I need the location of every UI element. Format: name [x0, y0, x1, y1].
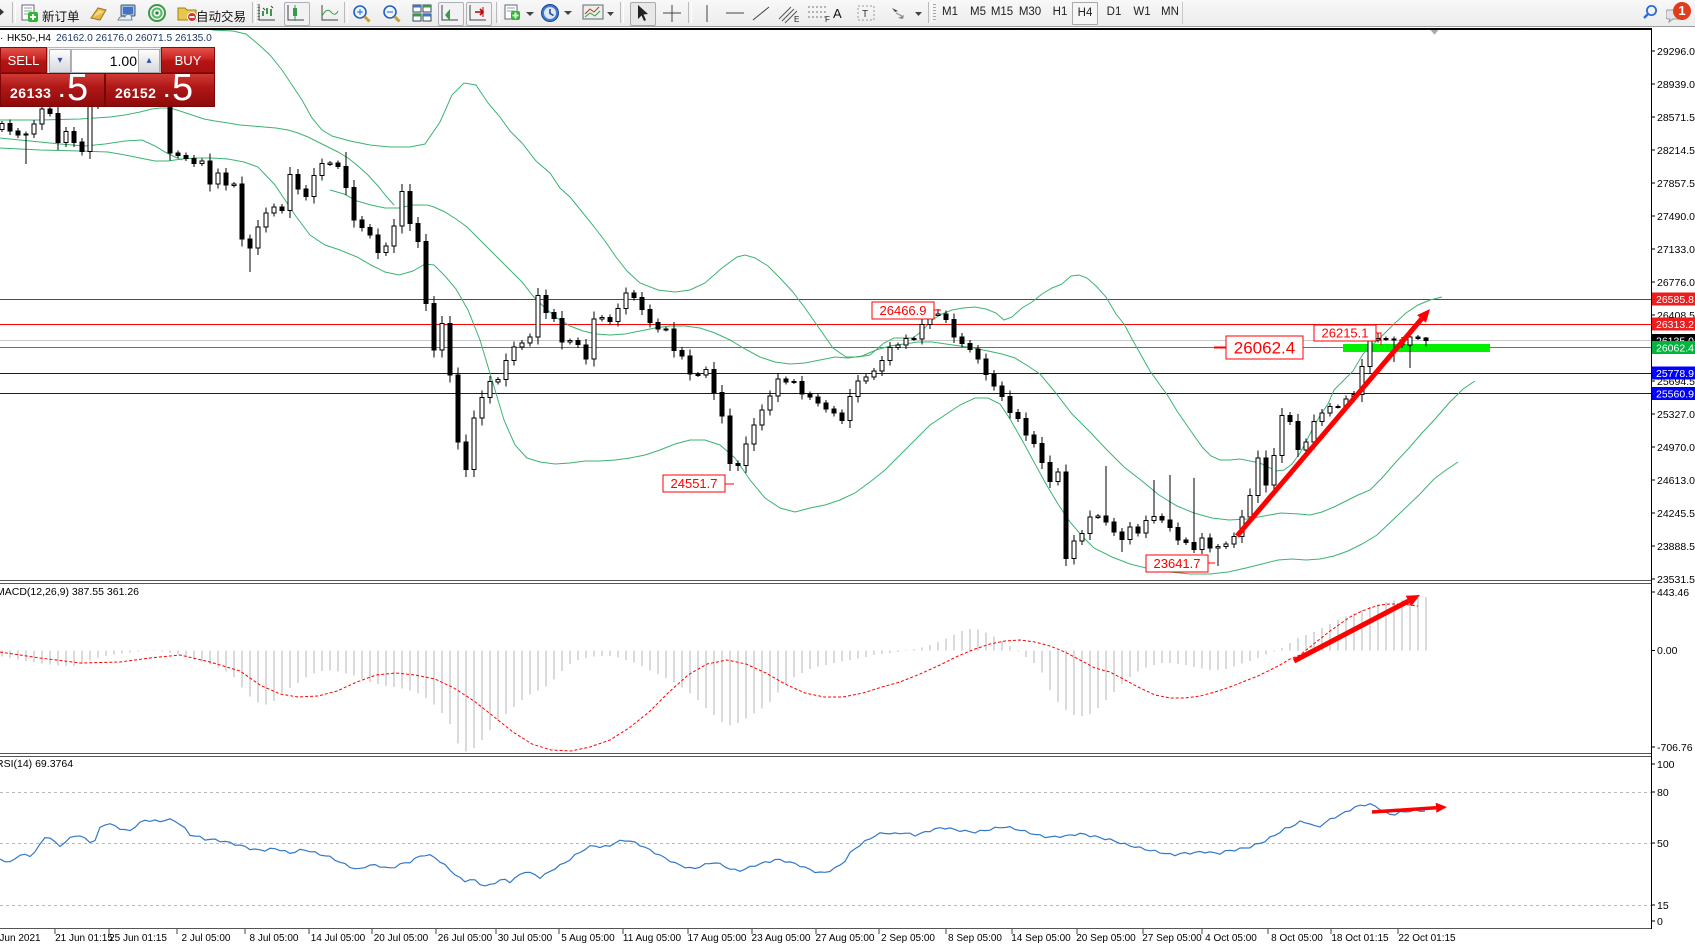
svg-text:23 Aug 05:00: 23 Aug 05:00 [752, 933, 811, 944]
svg-text:25560.9: 25560.9 [1656, 388, 1694, 400]
svg-text:20 Jul 05:00: 20 Jul 05:00 [374, 933, 429, 944]
svg-text:23531.5: 23531.5 [1657, 574, 1695, 586]
svg-text:T: T [862, 9, 868, 20]
svg-text:100: 100 [1657, 759, 1675, 771]
svg-text:27133.0: 27133.0 [1657, 244, 1695, 256]
svg-text:2 Sep 05:00: 2 Sep 05:00 [881, 933, 935, 944]
svg-text:26062.4: 26062.4 [1656, 342, 1694, 354]
svg-text:27490.0: 27490.0 [1657, 211, 1695, 223]
svg-text:28214.5: 28214.5 [1657, 145, 1695, 157]
svg-text:Jun 2021: Jun 2021 [0, 933, 41, 944]
svg-text:24245.5: 24245.5 [1657, 508, 1695, 520]
svg-text:15: 15 [1657, 900, 1669, 912]
svg-text:14 Sep 05:00: 14 Sep 05:00 [1011, 933, 1071, 944]
svg-text:21 Jun 01:15: 21 Jun 01:15 [55, 933, 113, 944]
svg-text:23888.5: 23888.5 [1657, 541, 1695, 553]
svg-text:26466.9: 26466.9 [880, 303, 927, 318]
svg-text:2 Jul 05:00: 2 Jul 05:00 [182, 933, 231, 944]
svg-text:20 Sep 05:00: 20 Sep 05:00 [1076, 933, 1136, 944]
svg-text:27 Aug 05:00: 27 Aug 05:00 [816, 933, 875, 944]
svg-text:24551.7: 24551.7 [671, 476, 718, 491]
svg-text:E: E [794, 15, 799, 24]
svg-text:24613.0: 24613.0 [1657, 475, 1695, 487]
svg-text:18 Oct 01:15: 18 Oct 01:15 [1331, 933, 1389, 944]
svg-text:25327.0: 25327.0 [1657, 409, 1695, 421]
svg-text:26062.4: 26062.4 [1234, 339, 1295, 358]
svg-text:22 Oct 01:15: 22 Oct 01:15 [1398, 933, 1456, 944]
svg-text:25778.9: 25778.9 [1656, 368, 1694, 380]
svg-text:443.46: 443.46 [1657, 587, 1689, 599]
svg-text:25 Jun 01:15: 25 Jun 01:15 [109, 933, 167, 944]
svg-text:26776.0: 26776.0 [1657, 277, 1695, 289]
svg-text:RSI(14) 69.3764: RSI(14) 69.3764 [0, 758, 73, 770]
svg-text:28571.5: 28571.5 [1657, 112, 1695, 124]
svg-text:27857.5: 27857.5 [1657, 178, 1695, 190]
svg-text:23641.7: 23641.7 [1154, 556, 1201, 571]
svg-text:8 Jul 05:00: 8 Jul 05:00 [250, 933, 299, 944]
svg-text:29296.0: 29296.0 [1657, 46, 1695, 58]
svg-text:4 Oct 05:00: 4 Oct 05:00 [1205, 933, 1257, 944]
svg-text:HK50-,H4: HK50-,H4 [7, 33, 51, 44]
svg-text:27 Sep 05:00: 27 Sep 05:00 [1142, 933, 1202, 944]
svg-text:5 Aug 05:00: 5 Aug 05:00 [561, 933, 615, 944]
svg-text:0: 0 [1657, 916, 1663, 928]
svg-text:26313.2: 26313.2 [1656, 319, 1694, 331]
svg-text:26585.8: 26585.8 [1656, 294, 1694, 306]
svg-text:F: F [825, 15, 830, 24]
svg-text:17 Aug 05:00: 17 Aug 05:00 [688, 933, 747, 944]
svg-text:8 Sep 05:00: 8 Sep 05:00 [948, 933, 1002, 944]
svg-text:28939.0: 28939.0 [1657, 79, 1695, 91]
svg-text:MACD(12,26,9) 387.55 361.26: MACD(12,26,9) 387.55 361.26 [0, 586, 139, 598]
svg-text:14 Jul 05:00: 14 Jul 05:00 [311, 933, 366, 944]
svg-text:·: · [0, 33, 3, 44]
svg-text:26162.0 26176.0 26071.5 26135.: 26162.0 26176.0 26071.5 26135.0 [56, 33, 212, 44]
svg-text:30 Jul 05:00: 30 Jul 05:00 [498, 933, 553, 944]
svg-text:0.00: 0.00 [1657, 645, 1678, 657]
svg-text:26215.1: 26215.1 [1322, 326, 1369, 341]
svg-text:50: 50 [1657, 838, 1669, 850]
svg-text:11 Aug 05:00: 11 Aug 05:00 [623, 933, 682, 944]
svg-text:24970.0: 24970.0 [1657, 442, 1695, 454]
svg-text:8 Oct 05:00: 8 Oct 05:00 [1271, 933, 1323, 944]
svg-text:80: 80 [1657, 787, 1669, 799]
svg-text:26 Jul 05:00: 26 Jul 05:00 [438, 933, 493, 944]
svg-text:-706.76: -706.76 [1657, 742, 1693, 754]
